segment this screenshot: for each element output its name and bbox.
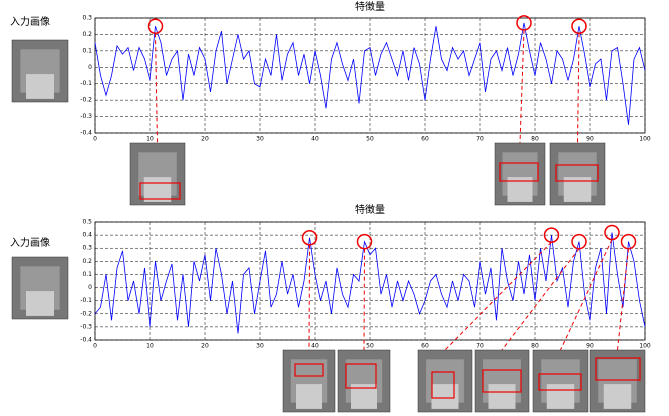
feature-box	[139, 182, 181, 200]
y-tick-label: 0.3	[82, 245, 92, 252]
x-tick-label: 70	[476, 136, 484, 143]
x-tick-label: 40	[311, 136, 319, 143]
connector	[577, 33, 580, 144]
x-tick-label: 100	[639, 136, 651, 143]
y-tick-label: -0.2	[80, 310, 92, 317]
x-tick-label: 90	[586, 136, 594, 143]
y-tick-label: 0.1	[82, 47, 92, 54]
x-tick-label: 70	[476, 343, 484, 350]
y-tick-label: -0.4	[80, 130, 92, 137]
connector	[560, 239, 613, 351]
thumbnail-shade	[603, 384, 632, 409]
connector	[444, 241, 552, 351]
y-tick-label: -0.1	[80, 297, 92, 304]
x-tick-label: 50	[366, 136, 374, 143]
input-label: 入力画像	[10, 236, 50, 249]
x-tick-label: 100	[639, 343, 651, 350]
y-tick-label: 0.3	[82, 15, 92, 22]
y-tick-label: 0.2	[82, 31, 92, 38]
thumbnail-shade	[143, 177, 172, 202]
x-tick-label: 60	[421, 136, 429, 143]
thumbnail-shade	[26, 291, 54, 316]
y-tick-label: 0.4	[82, 232, 92, 239]
x-tick-label: 40	[311, 343, 319, 350]
x-tick-label: 0	[93, 136, 97, 143]
feature-box	[482, 369, 522, 393]
x-tick-label: 80	[531, 343, 539, 350]
input-label: 入力画像	[10, 15, 50, 28]
feature-box	[294, 363, 324, 377]
y-tick-label: 0	[88, 64, 92, 71]
feature-box	[595, 357, 641, 381]
x-tick-label: 30	[256, 343, 264, 350]
connector	[155, 33, 158, 144]
connector	[519, 29, 525, 144]
x-tick-label: 30	[256, 136, 264, 143]
y-tick-label: 0	[88, 284, 92, 291]
x-tick-label: 90	[586, 343, 594, 350]
chart-title: 特徴量	[355, 0, 385, 13]
feature-box	[538, 373, 582, 391]
y-tick-label: 0.1	[82, 271, 92, 278]
y-tick-label: -0.2	[80, 97, 92, 104]
y-tick-label: -0.1	[80, 80, 92, 87]
line-series	[94, 232, 646, 334]
connector	[617, 248, 629, 351]
chart-title: 特徴量	[355, 203, 385, 216]
y-tick-label: -0.3	[80, 113, 92, 120]
y-tick-label: -0.3	[80, 323, 92, 330]
feature-box	[345, 363, 377, 389]
line-series	[94, 22, 646, 125]
connector	[501, 248, 580, 351]
x-tick-label: 10	[146, 343, 154, 350]
x-tick-label: 20	[201, 343, 209, 350]
x-tick-label: 20	[201, 136, 209, 143]
x-tick-label: 0	[93, 343, 97, 350]
y-tick-label: 0.5	[82, 219, 92, 226]
connector	[363, 248, 365, 351]
x-tick-label: 80	[531, 136, 539, 143]
feature-box	[555, 164, 599, 182]
y-tick-label: 0.2	[82, 258, 92, 265]
x-tick-label: 60	[421, 343, 429, 350]
thumbnail-shade	[296, 384, 322, 409]
feature-box	[431, 371, 455, 399]
x-tick-label: 50	[366, 343, 374, 350]
thumbnail-shade	[488, 384, 516, 409]
thumbnail-shade	[546, 384, 575, 409]
x-tick-label: 10	[146, 136, 154, 143]
thumbnail-shade	[26, 74, 54, 99]
connector	[308, 244, 310, 351]
y-tick-label: -0.4	[80, 337, 92, 344]
feature-box	[499, 162, 539, 182]
